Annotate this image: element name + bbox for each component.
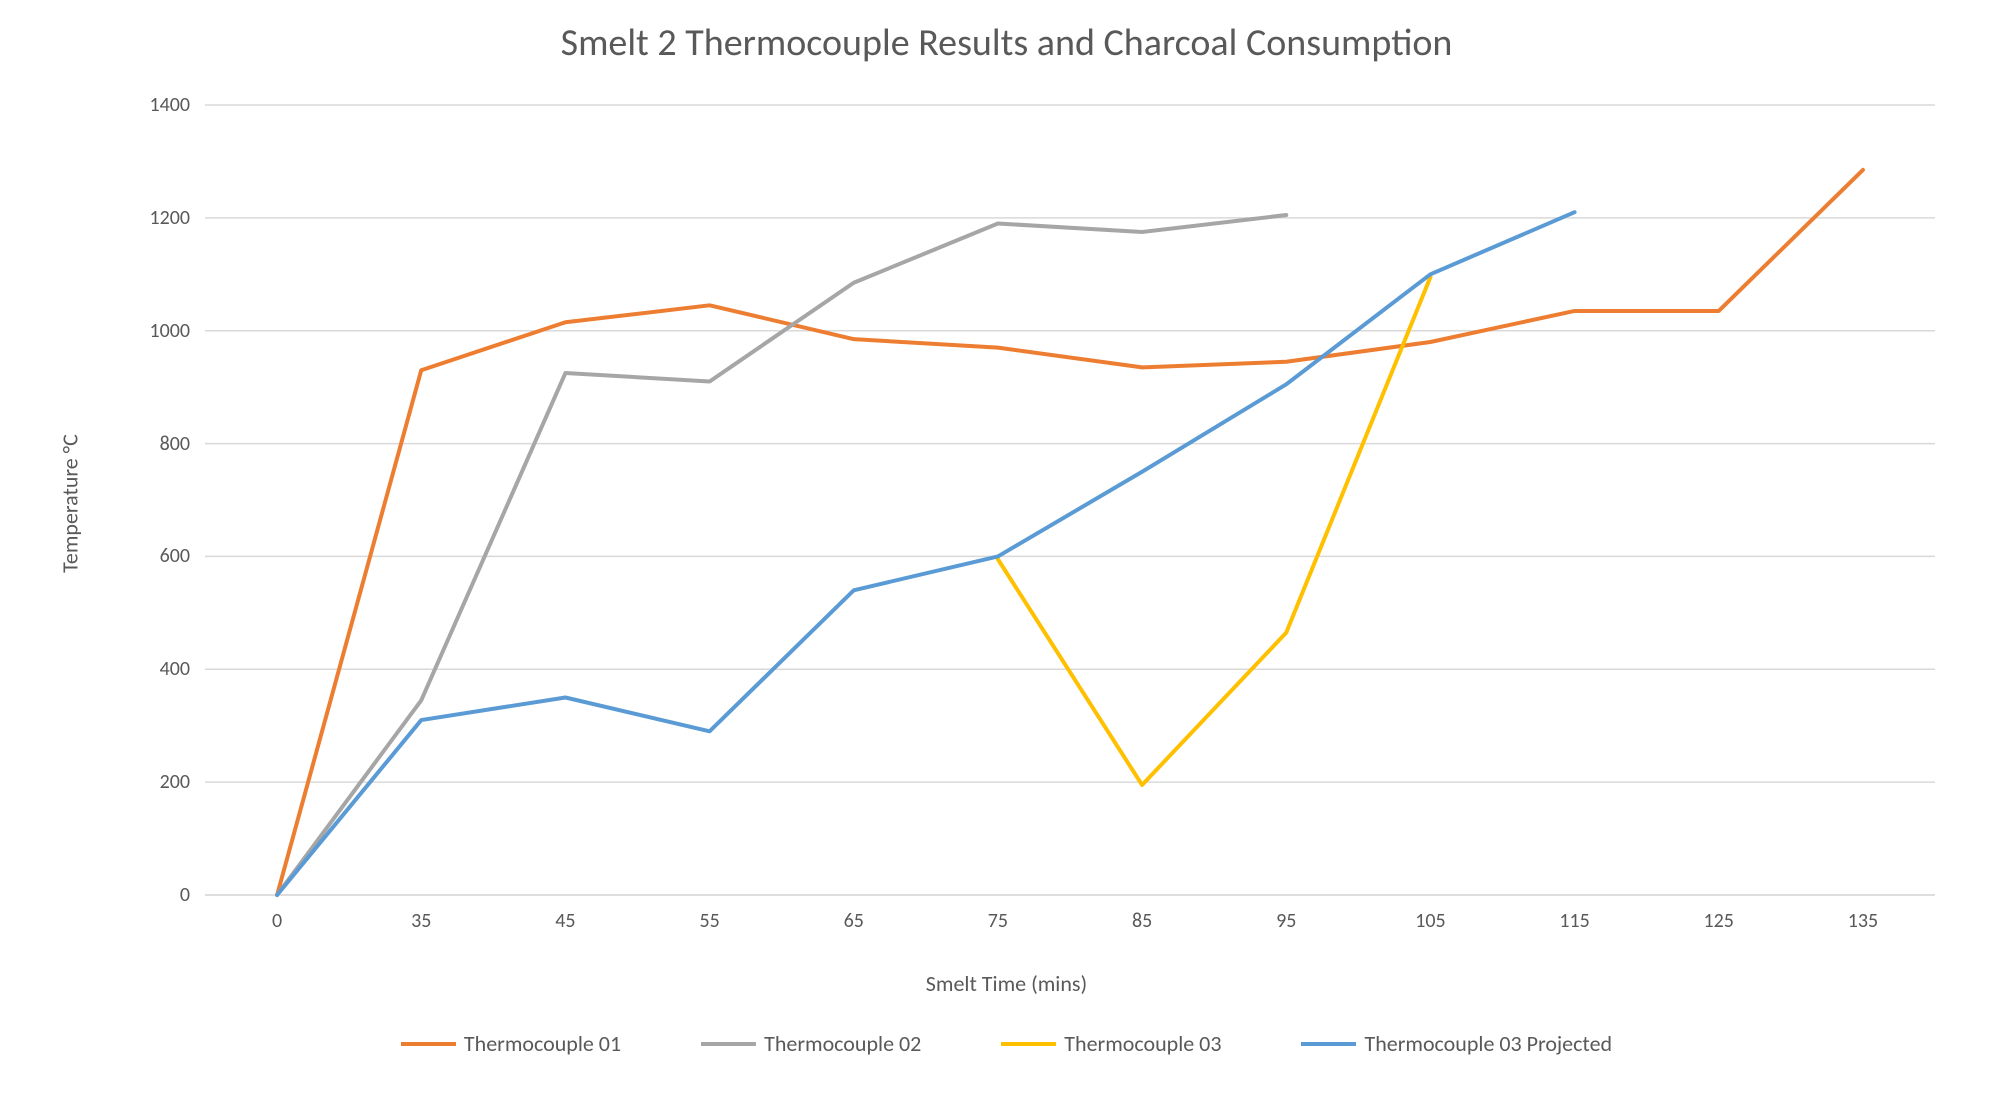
x-tick-label: 115 (1545, 909, 1605, 933)
legend-item-thermocouple-01: Thermocouple 01 (401, 1030, 621, 1057)
y-tick-label: 800 (160, 432, 190, 456)
chart-container: Smelt 2 Thermocouple Results and Charcoa… (0, 0, 2013, 1104)
legend-label: Thermocouple 03 Projected (1364, 1030, 1612, 1057)
legend-swatch (1001, 1042, 1056, 1046)
x-tick-label: 135 (1833, 909, 1893, 933)
x-tick-label: 0 (247, 909, 307, 933)
legend-label: Thermocouple 01 (464, 1030, 621, 1057)
x-tick-label: 55 (680, 909, 740, 933)
legend-swatch (701, 1042, 756, 1046)
y-tick-label: 1200 (149, 206, 190, 230)
x-tick-label: 95 (1256, 909, 1316, 933)
plot-area (0, 0, 2013, 1104)
x-tick-label: 35 (391, 909, 451, 933)
legend-item-thermocouple-02: Thermocouple 02 (701, 1030, 921, 1057)
x-tick-label: 85 (1112, 909, 1172, 933)
y-tick-label: 200 (160, 770, 190, 794)
legend-label: Thermocouple 02 (764, 1030, 921, 1057)
legend: Thermocouple 01 Thermocouple 02 Thermoco… (0, 1030, 2013, 1057)
y-tick-label: 0 (180, 883, 190, 907)
x-tick-label: 75 (968, 909, 1028, 933)
y-tick-label: 600 (160, 544, 190, 568)
x-tick-label: 105 (1400, 909, 1460, 933)
x-tick-label: 125 (1689, 909, 1749, 933)
legend-swatch (401, 1042, 456, 1046)
legend-item-thermocouple-03-projected: Thermocouple 03 Projected (1301, 1030, 1612, 1057)
y-tick-label: 1400 (149, 93, 190, 117)
x-tick-label: 45 (535, 909, 595, 933)
legend-label: Thermocouple 03 (1064, 1030, 1221, 1057)
legend-swatch (1301, 1042, 1356, 1046)
legend-item-thermocouple-03: Thermocouple 03 (1001, 1030, 1221, 1057)
y-tick-label: 400 (160, 657, 190, 681)
x-tick-label: 65 (824, 909, 884, 933)
y-tick-label: 1000 (149, 319, 190, 343)
